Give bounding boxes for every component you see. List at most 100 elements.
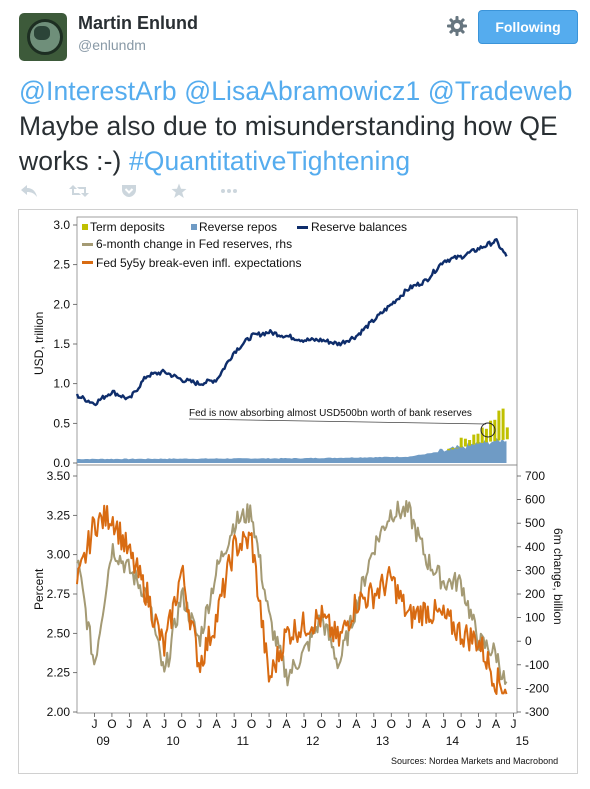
legend-reverse-repos: Reverse repos	[199, 220, 277, 234]
xyear-label: 09	[97, 734, 111, 748]
xtick-label: J	[441, 717, 447, 731]
legend-swatch-breakeven	[82, 261, 93, 264]
chart-image[interactable]: 3.0 2.5 2.0 1.5 1.0 0.5 0.0 3.50 3.25 3.00 2.75 2.…	[18, 209, 578, 774]
xyear-label: 13	[376, 734, 390, 748]
lower-ytick-label: 3.25	[47, 508, 71, 522]
xtick-label: J	[266, 717, 272, 731]
xtick-label: J	[336, 717, 342, 731]
upper-legend: Term deposits Reverse repos Reserve bala…	[82, 220, 407, 270]
lower-y2tick-label: -300	[525, 705, 549, 719]
lower-y2tick-label: 400	[525, 540, 545, 554]
xyear-label: 12	[306, 734, 320, 748]
xtick-label: J	[371, 717, 377, 731]
xtick-label: A	[213, 717, 221, 731]
more-icon[interactable]	[219, 181, 239, 201]
avatar[interactable]	[19, 13, 67, 61]
lower-ytick-label: 2.00	[47, 705, 71, 719]
reply-icon[interactable]	[19, 181, 39, 201]
chart-source: Sources: Nordea Markets and Macrobond	[391, 756, 558, 766]
legend-swatch-term-deposits	[82, 224, 88, 230]
hashtag-link[interactable]: #QuantitativeTightening	[129, 146, 410, 176]
legend-reserve-balances: Reserve balances	[311, 220, 407, 234]
xtick-label: A	[143, 717, 151, 731]
legend-swatch-reverse-repos	[191, 224, 197, 230]
lower-ytick-label: 3.00	[47, 548, 71, 562]
tweet-text: @InterestArb @LisaAbramowicz1 @Tradeweb …	[19, 74, 584, 179]
mention-link[interactable]: @Tradeweb	[428, 76, 573, 106]
term-deposit-bar	[456, 448, 459, 449]
xtick-label: J	[231, 717, 237, 731]
upper-ytick-label: 3.0	[53, 218, 70, 232]
term-deposit-bar	[477, 434, 480, 444]
lower-ytick-label: 3.50	[47, 469, 71, 483]
xtick-label: O	[456, 717, 465, 731]
retweet-icon[interactable]	[69, 181, 89, 201]
legend-breakeven: Fed 5y5y break-even infl. expectations	[96, 256, 301, 270]
term-deposit-bar	[464, 439, 467, 447]
xtick-label: J	[91, 717, 97, 731]
legend-swatch-reserve-balances	[297, 226, 308, 229]
lower-y2tick-label: 200	[525, 587, 545, 601]
term-deposit-bar	[460, 438, 463, 448]
xtick-label: J	[406, 717, 412, 731]
term-deposit-bar	[497, 411, 500, 441]
gear-icon[interactable]	[445, 14, 469, 38]
term-deposit-bar	[502, 409, 505, 440]
upper-ytick-label: 2.5	[53, 258, 70, 272]
term-deposit-bar	[468, 440, 471, 446]
legend-term-deposits: Term deposits	[90, 220, 165, 234]
upper-ytick-label: 1.5	[53, 337, 70, 351]
tweet-actions	[19, 181, 269, 201]
mention-link[interactable]: @InterestArb	[19, 76, 177, 106]
star-icon[interactable]	[169, 181, 189, 201]
lower-ytick-label: 2.50	[47, 626, 71, 640]
lower-ytick-label: 2.25	[47, 666, 71, 680]
xtick-label: O	[247, 717, 256, 731]
reverse-repos-area	[77, 438, 507, 463]
xtick-label: A	[422, 717, 430, 731]
xyear-label: 14	[446, 734, 460, 748]
xtick-label: O	[317, 717, 326, 731]
upper-ytick-label: 2.0	[53, 297, 70, 311]
chart-annotation: Fed is now absorbing almost USD500bn wor…	[189, 408, 472, 419]
lower-ylabel: Percent	[32, 568, 46, 610]
lower-y2tick-label: 300	[525, 563, 545, 577]
lower-y2tick-label: 500	[525, 516, 545, 530]
lower-y2tick-label: -200	[525, 681, 549, 695]
chart-svg: 3.0 2.5 2.0 1.5 1.0 0.5 0.0 3.50 3.25 3.00 2.75 2.…	[19, 210, 577, 773]
lower-ytick-label: 2.75	[47, 587, 71, 601]
xtick-label: J	[511, 717, 517, 731]
xtick-label: A	[492, 717, 500, 731]
following-button[interactable]: Following	[478, 10, 578, 44]
xtick-label: J	[196, 717, 202, 731]
xyear-label: 10	[166, 734, 180, 748]
lower-y2tick-label: 600	[525, 493, 545, 507]
term-deposit-bar	[447, 449, 450, 451]
lower-y2tick-label: 100	[525, 611, 545, 625]
diver-mask-glass	[34, 26, 50, 40]
term-deposit-bar	[506, 427, 509, 439]
upper-ylabel: USD, trillion	[32, 312, 46, 375]
annotation-leader-line	[189, 419, 486, 424]
term-deposit-bar	[485, 429, 488, 443]
fed-change-line	[77, 501, 507, 685]
xyear-label: 11	[237, 734, 250, 748]
xtick-label: J	[126, 717, 132, 731]
legend-fed-change: 6-month change in Fed reserves, rhs	[96, 237, 292, 251]
xtick-label: A	[283, 717, 291, 731]
user-handle[interactable]: @enlundm	[78, 37, 146, 53]
user-name[interactable]: Martin Enlund	[78, 13, 198, 34]
term-deposit-bar	[451, 448, 454, 449]
lower-y2tick-label: 0	[525, 634, 532, 648]
mention-link[interactable]: @LisaAbramowicz1	[184, 76, 420, 106]
xtick-label: J	[476, 717, 482, 731]
upper-ytick-label: 0.5	[53, 416, 70, 430]
pocket-icon[interactable]	[119, 181, 139, 201]
xtick-label: O	[177, 717, 186, 731]
upper-ytick-label: 0.0	[53, 456, 70, 470]
lower-y2tick-label: -100	[525, 658, 549, 672]
lower-y2label: 6m change, billion	[551, 528, 565, 625]
xtick-label: A	[352, 717, 360, 731]
term-deposit-bar	[472, 435, 475, 445]
lower-y2tick-label: 700	[525, 469, 545, 483]
